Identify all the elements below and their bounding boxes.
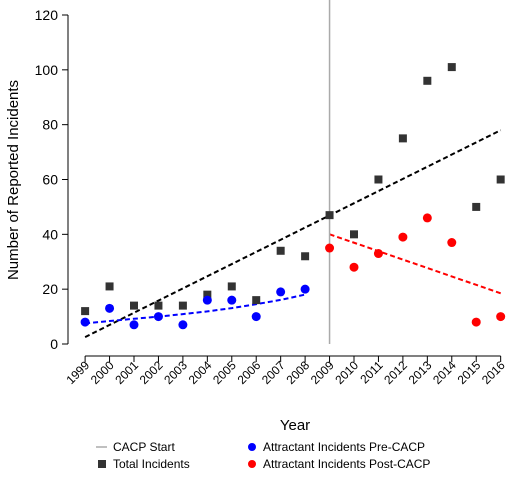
- post-cacp-point: [496, 312, 506, 322]
- legend-item: Total Incidents: [98, 457, 190, 471]
- pre-cacp-point: [300, 284, 310, 294]
- total-incidents-point: [301, 252, 310, 261]
- legend-item: Attractant Incidents Post-CACP: [248, 457, 430, 471]
- y-tick-label: 40: [42, 226, 58, 242]
- post-cacp-point: [373, 249, 383, 259]
- trend-line-0: [84, 129, 502, 338]
- trend-line-2: [329, 233, 502, 295]
- x-tick-label: 2000: [88, 358, 117, 387]
- x-tick-label: 2008: [283, 358, 312, 387]
- x-tick-label: 2013: [406, 358, 435, 387]
- total-incidents-point: [374, 175, 383, 184]
- data-points: [80, 63, 506, 330]
- post-cacp-point: [471, 317, 481, 327]
- x-tick-label: 2002: [137, 358, 166, 387]
- total-incidents-point: [423, 76, 432, 85]
- y-tick-label: 100: [35, 62, 59, 78]
- x-axis-label: Year: [280, 417, 310, 434]
- x-tick-label: 2011: [357, 358, 385, 386]
- legend-label: Attractant Incidents Pre-CACP: [263, 440, 425, 454]
- legend-label: CACP Start: [113, 440, 175, 454]
- post-cacp-point: [325, 243, 335, 253]
- x-tick-label: 2006: [235, 358, 264, 387]
- y-tick-label: 0: [50, 336, 58, 352]
- x-tick-label: 2004: [186, 358, 215, 387]
- total-incidents-point: [276, 246, 285, 255]
- post-cacp-point: [349, 262, 359, 272]
- total-incidents-point: [325, 211, 334, 220]
- legend-circle-symbol: [248, 443, 256, 451]
- total-incidents-point: [105, 282, 114, 291]
- legend-label: Total Incidents: [113, 457, 190, 471]
- legend-square-symbol: [98, 460, 106, 468]
- legend-circle-symbol: [248, 460, 256, 468]
- y-tick-label: 80: [42, 117, 58, 133]
- x-tick-label: 2009: [308, 358, 337, 387]
- x-tick-label: 2001: [112, 358, 141, 387]
- y-tick-label: 20: [42, 281, 58, 297]
- total-incidents-point: [203, 290, 212, 299]
- post-cacp-point: [422, 213, 432, 223]
- pre-cacp-point: [227, 295, 237, 305]
- y-axis-label: Number of Reported Incidents: [5, 80, 22, 280]
- total-incidents-point: [496, 175, 505, 184]
- pre-cacp-point: [153, 312, 163, 322]
- total-incidents-point: [447, 63, 456, 72]
- total-incidents-point: [130, 301, 138, 310]
- axes: 0204060801001201999200020012002200320042…: [35, 7, 508, 387]
- total-incidents-point: [178, 301, 187, 310]
- x-tick-label: 2003: [161, 358, 190, 387]
- pre-cacp-point: [105, 303, 115, 313]
- total-incidents-point: [154, 301, 163, 310]
- total-incidents-point: [81, 307, 90, 316]
- legend-item: Attractant Incidents Pre-CACP: [248, 440, 425, 454]
- total-incidents-point: [472, 202, 481, 211]
- pre-cacp-point: [129, 320, 139, 330]
- total-incidents-point: [398, 134, 407, 143]
- x-tick-label: 2012: [381, 358, 410, 387]
- post-cacp-point: [398, 232, 408, 242]
- x-tick-label: 2010: [332, 358, 361, 387]
- legend: CACP Start Attractant Incidents Pre-CACP T…: [96, 440, 430, 471]
- pre-cacp-point: [178, 320, 188, 330]
- trend-line-1: [85, 293, 306, 325]
- x-tick-label: 2007: [259, 358, 288, 387]
- x-tick-label: 1999: [63, 358, 92, 387]
- pre-cacp-point: [251, 312, 261, 322]
- legend-label: Attractant Incidents Post-CACP: [263, 457, 430, 471]
- x-tick-label: 2015: [455, 358, 484, 387]
- y-tick-label: 120: [35, 7, 59, 23]
- pre-cacp-point: [80, 317, 90, 327]
- post-cacp-point: [447, 238, 457, 248]
- x-tick-label: 2014: [430, 358, 459, 387]
- legend-item: CACP Start: [96, 440, 175, 454]
- x-tick-label: 2016: [479, 358, 508, 387]
- x-tick-label: 2005: [210, 358, 239, 387]
- y-tick-label: 60: [42, 172, 58, 188]
- total-incidents-point: [350, 230, 358, 239]
- total-incidents-point: [227, 282, 236, 291]
- pre-cacp-point: [276, 287, 286, 297]
- total-incidents-point: [252, 296, 261, 305]
- pre-cacp-point: [202, 295, 212, 305]
- trend-lines: [84, 129, 502, 338]
